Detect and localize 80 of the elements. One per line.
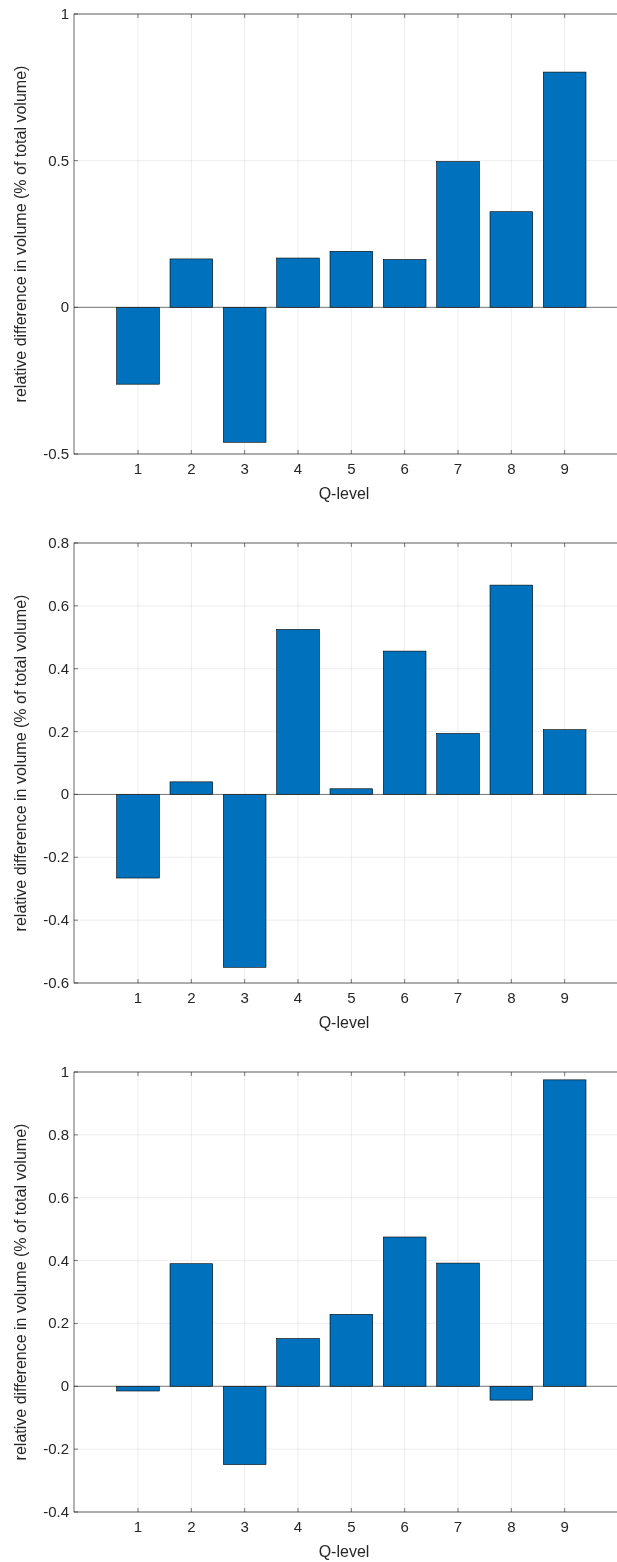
bar — [116, 794, 160, 879]
x-tick-label: 1 — [133, 460, 143, 477]
x-tick-label: 5 — [347, 989, 356, 1006]
y-tick-label: 1 — [60, 5, 69, 22]
x-tick-label: 4 — [293, 989, 303, 1006]
y-tick-label: -0.4 — [43, 911, 69, 929]
y-tick-label: 0.2 — [48, 1314, 69, 1332]
x-tick-label: 7 — [453, 460, 463, 477]
bar — [489, 1385, 533, 1401]
y-tick-label: -0.2 — [43, 848, 69, 866]
x-tick-label: 4 — [293, 460, 303, 477]
bar — [329, 251, 373, 308]
x-tick-label: 2 — [187, 460, 196, 477]
y-tick-label: -0.4 — [43, 1503, 69, 1520]
y-tick-label: 0.8 — [48, 1125, 69, 1143]
bar — [276, 257, 320, 308]
x-tick-label: 8 — [507, 989, 516, 1006]
bar — [223, 1385, 267, 1465]
x-axis-title: Q-level — [318, 1543, 370, 1560]
y-tick-label: 0 — [60, 1377, 69, 1395]
y-tick-label: 0 — [60, 785, 69, 803]
bar — [276, 629, 320, 795]
bar — [329, 1314, 373, 1387]
x-tick-label: 1 — [133, 989, 143, 1006]
x-tick-label: 5 — [347, 1518, 356, 1535]
x-tick-label: 9 — [560, 989, 569, 1006]
y-tick-label: 0.8 — [48, 534, 69, 551]
bar — [383, 1236, 427, 1387]
x-tick-label: 9 — [560, 1518, 569, 1535]
y-tick-label: -0.2 — [43, 1440, 69, 1458]
y-tick-label: 0.4 — [48, 1251, 69, 1269]
y-tick-label: 0.5 — [48, 151, 69, 169]
y-tick-label: -0.5 — [43, 445, 69, 462]
y-tick-label: 0.6 — [48, 596, 69, 614]
bar — [116, 307, 160, 385]
bar — [169, 1263, 213, 1387]
x-tick-label: 2 — [187, 989, 196, 1006]
bar — [383, 259, 427, 308]
bar — [169, 781, 213, 795]
x-tick-label: 8 — [507, 460, 516, 477]
x-tick-label: 8 — [507, 1518, 516, 1535]
x-axis-title: Q-level — [318, 1014, 370, 1031]
x-tick-label: 4 — [293, 1518, 303, 1535]
bar — [543, 71, 587, 308]
bar — [329, 788, 373, 795]
y-tick-label: 0 — [60, 298, 69, 316]
x-tick-label: 7 — [453, 989, 463, 1006]
x-tick-label: 6 — [400, 1518, 409, 1535]
y-axis-title: relative difference in volume (% of total volume) — [12, 594, 29, 932]
bar — [116, 1385, 160, 1392]
bar — [276, 1338, 320, 1387]
bar — [436, 733, 480, 795]
x-tick-label: 5 — [347, 460, 356, 477]
y-tick-label: -0.6 — [43, 974, 69, 991]
x-tick-label: 3 — [240, 1518, 249, 1535]
y-tick-label: 0.6 — [48, 1188, 69, 1206]
bar — [169, 258, 213, 308]
bar — [223, 307, 267, 443]
x-tick-label: 9 — [560, 460, 569, 477]
x-tick-label: 2 — [187, 1518, 196, 1535]
x-tick-label: 3 — [240, 460, 249, 477]
y-tick-label: 0.4 — [48, 659, 69, 677]
bar — [436, 161, 480, 308]
x-tick-label: 6 — [400, 989, 409, 1006]
bar — [543, 1079, 587, 1387]
bar — [489, 211, 533, 308]
y-tick-label: 1 — [60, 1063, 69, 1080]
x-tick-label: 7 — [453, 1518, 463, 1535]
bar — [543, 729, 587, 795]
y-axis-title: relative difference in volume (% of total volume) — [12, 65, 29, 403]
x-tick-label: 1 — [133, 1518, 143, 1535]
bar — [436, 1262, 480, 1387]
bar — [223, 794, 267, 968]
x-tick-label: 3 — [240, 989, 249, 1006]
bar — [489, 584, 533, 795]
x-tick-label: 6 — [400, 460, 409, 477]
y-axis-title: relative difference in volume (% of total volume) — [12, 1123, 29, 1461]
bar — [383, 650, 427, 795]
y-tick-label: 0.2 — [48, 722, 69, 740]
x-axis-title: Q-level — [318, 485, 370, 502]
